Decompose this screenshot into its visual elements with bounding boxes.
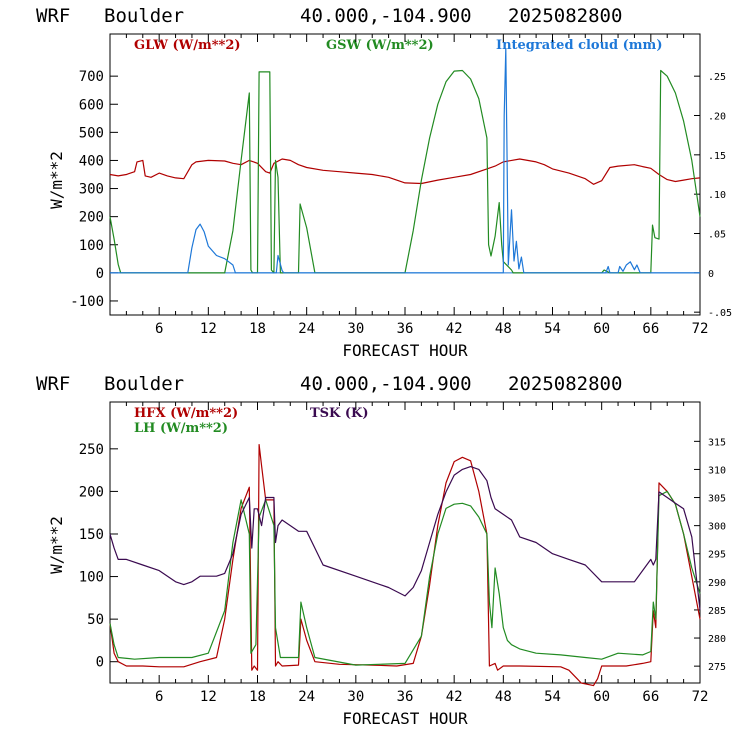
header-site: Boulder <box>104 373 184 395</box>
y2-tick-label: 290 <box>708 578 726 589</box>
header-run: 2025082800 <box>508 373 622 395</box>
y-tick-label: 700 <box>79 69 104 85</box>
x-tick-label: 6 <box>155 321 163 337</box>
series-line-0 <box>109 158 701 185</box>
y-tick-label: 100 <box>79 238 104 254</box>
y-tick-label: 50 <box>87 612 104 628</box>
legend-tsk: TSK (K) <box>310 406 369 421</box>
x-tick-label: 18 <box>249 689 266 705</box>
y-tick-label: 200 <box>79 210 104 226</box>
y2-tick-label: 280 <box>708 634 726 645</box>
y2-tick-label: 0 <box>708 269 714 280</box>
series-lines <box>109 47 701 274</box>
series-line-1 <box>109 490 701 666</box>
x-tick-label: 36 <box>397 321 414 337</box>
header-run: 2025082800 <box>508 5 622 27</box>
y2-tick-label: .10 <box>708 190 726 201</box>
x-tick-label: 60 <box>593 689 610 705</box>
plot-frame <box>109 401 701 684</box>
series-line-2 <box>109 466 701 610</box>
y-tick-label: 300 <box>79 182 104 198</box>
x-tick-label: 6 <box>155 689 163 705</box>
x-tick-label: 48 <box>495 689 512 705</box>
x-tick-label: 30 <box>347 689 364 705</box>
header-model: WRF <box>36 5 70 27</box>
x-tick-label: 72 <box>692 321 709 337</box>
y2-tick-label: .25 <box>708 72 726 83</box>
x-tick-label: 66 <box>642 321 659 337</box>
y-tick-label: 0 <box>96 266 104 282</box>
x-tick-label: 42 <box>446 689 463 705</box>
y-tick-label: 500 <box>79 125 104 141</box>
y2-tick-label: -.05 <box>708 308 732 319</box>
x-tick-label: 60 <box>593 321 610 337</box>
header-coords: 40.000,-104.900 <box>300 5 472 27</box>
x-tick-label: 54 <box>544 689 561 705</box>
x-tick-label: 42 <box>446 321 463 337</box>
heat-flux-chart: WRF Boulder 40.000,-104.900 2025082800 H… <box>36 373 726 728</box>
series-line-1 <box>109 69 701 274</box>
x-tick-label: 36 <box>397 689 414 705</box>
axis-ticks: 6 12 18 24 30 36 42 48 54 60 66 72 -100 0 100 200 300 400… <box>70 34 732 337</box>
y-tick-label: 200 <box>79 484 104 500</box>
x-tick-label: 24 <box>298 689 315 705</box>
x-tick-label: 18 <box>249 321 266 337</box>
legend-lh: LH (W/m**2) <box>134 421 228 436</box>
y-tick-label: -100 <box>70 294 104 310</box>
y-tick-label: 100 <box>79 570 104 586</box>
x-tick-label: 24 <box>298 321 315 337</box>
y2-tick-label: .05 <box>708 230 726 241</box>
legend-hfx: HFX (W/m**2) <box>134 406 238 421</box>
legend-cloud: Integrated cloud (mm) <box>496 38 662 53</box>
y2-tick-label: .20 <box>708 111 726 122</box>
y-tick-label: 250 <box>79 442 104 458</box>
y-tick-label: 150 <box>79 527 104 543</box>
x-tick-label: 30 <box>347 321 364 337</box>
legend-glw: GLW (W/m**2) <box>134 38 241 53</box>
y-tick-label: 0 <box>96 655 104 671</box>
series-line-0 <box>109 444 701 687</box>
y-tick-label: 400 <box>79 153 104 169</box>
x-tick-label: 72 <box>692 689 709 705</box>
y2-tick-label: 275 <box>708 662 726 673</box>
y2-tick-label: 285 <box>708 606 726 617</box>
x-tick-label: 48 <box>495 321 512 337</box>
axis-ticks: 6 12 18 24 30 36 42 48 54 60 66 72 0 50 100 150 200 250 27… <box>79 402 726 705</box>
y2-tick-label: 310 <box>708 465 726 476</box>
y-axis-label: W/m**2 <box>47 151 66 209</box>
y2-tick-label: 305 <box>708 494 726 505</box>
x-tick-label: 66 <box>642 689 659 705</box>
header-site: Boulder <box>104 5 184 27</box>
y2-tick-label: .15 <box>708 151 726 162</box>
radiation-chart: WRF Boulder 40.000,-104.900 2025082800 G… <box>36 5 732 360</box>
series-lines <box>109 444 701 687</box>
x-tick-label: 12 <box>200 321 217 337</box>
header-coords: 40.000,-104.900 <box>300 373 472 395</box>
y2-tick-label: 295 <box>708 550 726 561</box>
y-tick-label: 600 <box>79 97 104 113</box>
x-tick-label: 12 <box>200 689 217 705</box>
x-axis-label: FORECAST HOUR <box>342 709 468 728</box>
legend-gsw: GSW (W/m**2) <box>326 38 434 53</box>
y2-tick-label: 300 <box>708 522 726 533</box>
y2-tick-label: 315 <box>708 437 726 448</box>
series-line-2 <box>110 47 700 274</box>
header-model: WRF <box>36 373 70 395</box>
x-tick-label: 54 <box>544 321 561 337</box>
y-axis-label: W/m**2 <box>47 516 66 574</box>
x-axis-label: FORECAST HOUR <box>342 341 468 360</box>
